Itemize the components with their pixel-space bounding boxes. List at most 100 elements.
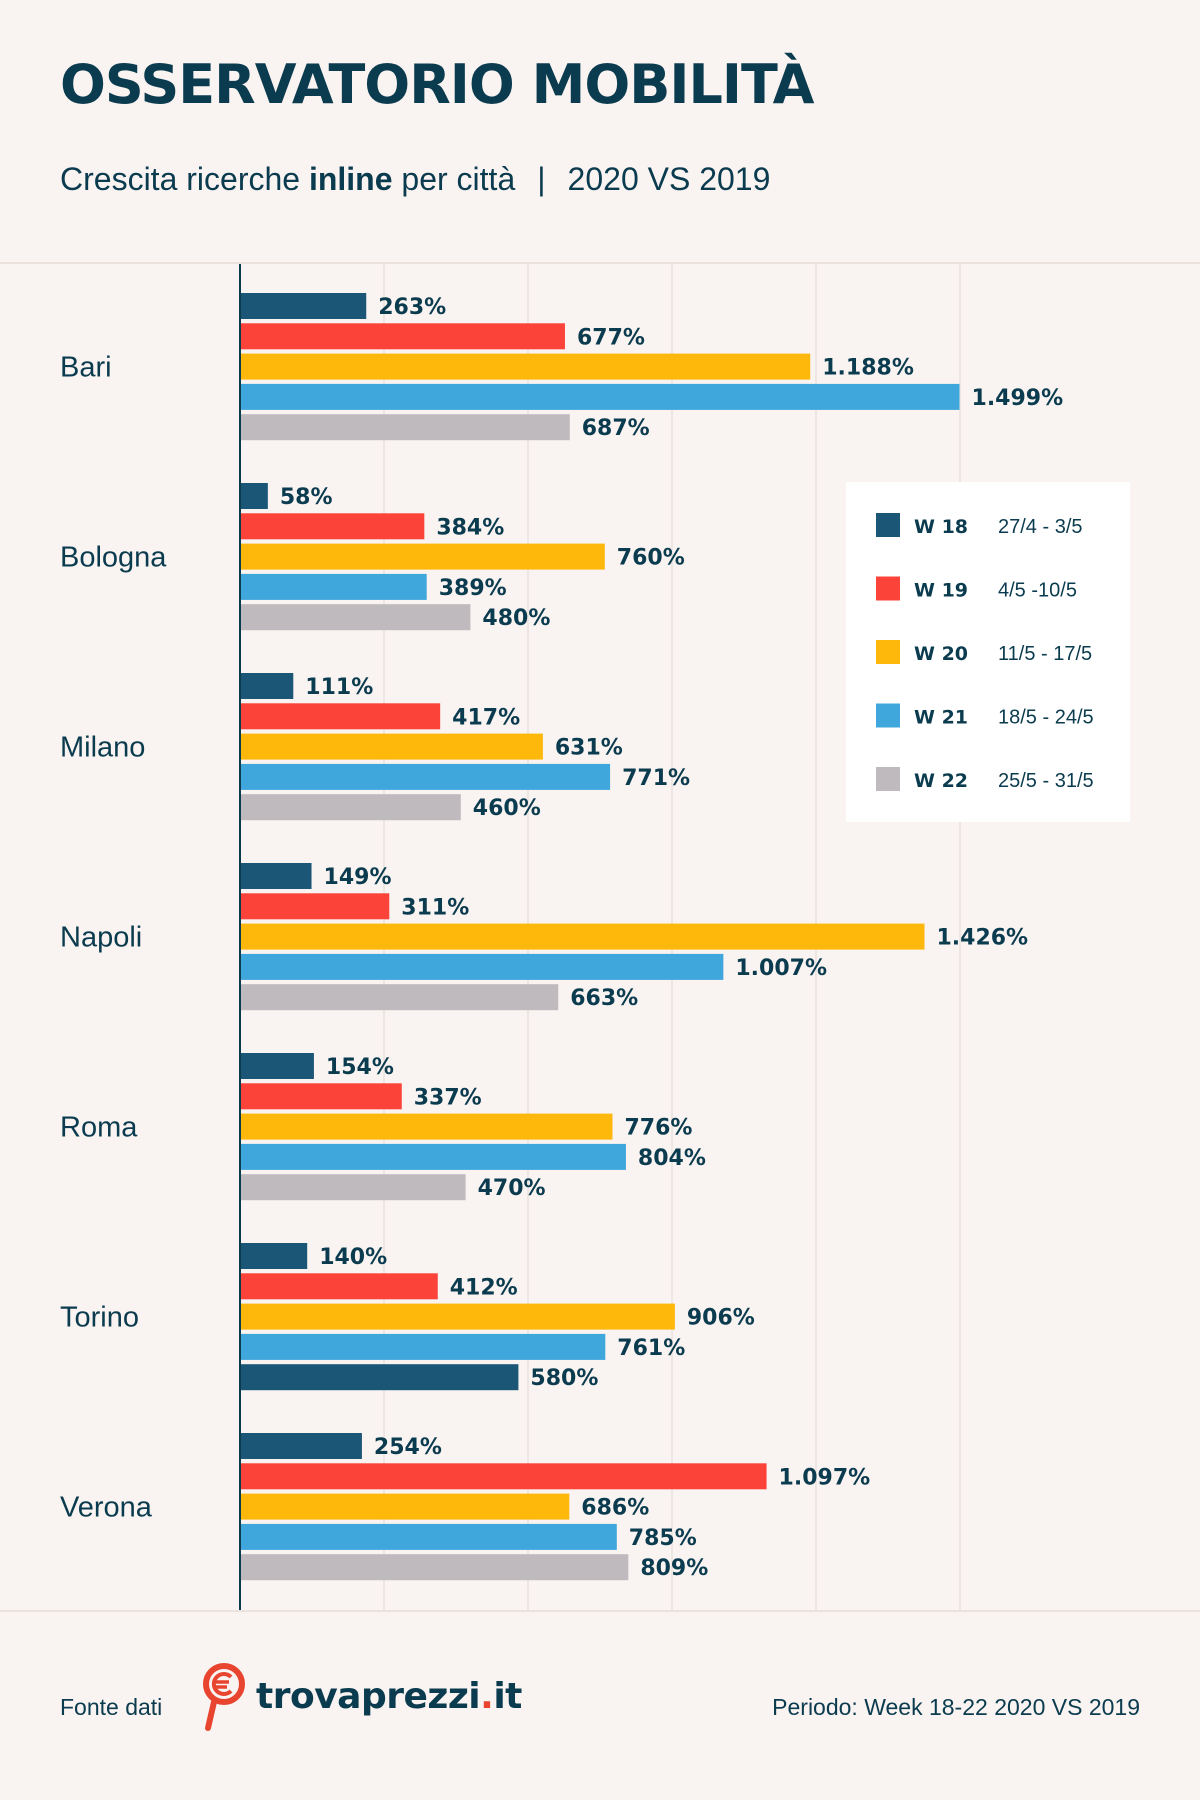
value-label-milano-w22: 460%	[473, 796, 541, 821]
subtitle-period: 2020 VS 2019	[567, 161, 771, 197]
value-label-verona-w20: 686%	[581, 1496, 649, 1521]
value-label-verona-w22: 809%	[640, 1556, 708, 1581]
legend-period-w22: 25/5 - 31/5	[998, 770, 1094, 792]
bar-bologna-w20	[240, 543, 605, 570]
bar-milano-w21	[240, 763, 611, 790]
bar-napoli-w21	[240, 953, 724, 980]
bar-napoli-w22	[240, 984, 559, 1011]
page-subtitle: Crescita ricerche inline per città | 2020 …	[60, 160, 770, 198]
legend-period-w21: 18/5 - 24/5	[998, 707, 1094, 729]
value-label-bologna-w21: 389%	[439, 576, 507, 601]
value-label-verona-w18: 254%	[374, 1435, 442, 1460]
category-label-bari: Bari	[60, 352, 112, 384]
bar-milano-w18	[240, 673, 294, 699]
bar-napoli-w20	[240, 923, 925, 950]
bar-roma-w22	[240, 1174, 466, 1201]
legend-name-w18: W 18	[914, 516, 968, 538]
value-label-roma-w18: 154%	[326, 1055, 394, 1080]
bar-bari-w19	[240, 323, 565, 350]
value-label-napoli-w20: 1.426%	[936, 926, 1028, 951]
value-label-bologna-w19: 384%	[436, 515, 504, 540]
category-label-torino: Torino	[60, 1302, 139, 1334]
legend-period-w18: 27/4 - 3/5	[998, 516, 1083, 538]
bar-verona-w21	[240, 1523, 617, 1550]
bar-bari-w20	[240, 353, 811, 380]
value-label-napoli-w22: 663%	[570, 986, 638, 1011]
category-label-roma: Roma	[60, 1112, 138, 1144]
bar-verona-w22	[240, 1554, 629, 1581]
value-label-napoli-w18: 149%	[324, 865, 392, 890]
legend-name-w20: W 20	[914, 643, 968, 665]
bar-napoli-w18	[240, 863, 312, 889]
bar-bologna-w19	[240, 513, 425, 540]
bar-roma-w18	[240, 1053, 314, 1079]
value-label-roma-w21: 804%	[638, 1146, 706, 1171]
bar-milano-w22	[240, 794, 461, 821]
legend-name-w22: W 22	[914, 770, 968, 792]
value-label-bari-w21: 1.499%	[972, 386, 1064, 411]
value-label-verona-w19: 1.097%	[779, 1465, 871, 1490]
value-label-milano-w21: 771%	[622, 766, 690, 791]
bar-torino-w19	[240, 1273, 438, 1300]
subtitle-pre: Crescita ricerche	[60, 161, 309, 197]
value-label-torino-w19: 412%	[450, 1275, 518, 1300]
top-divider	[0, 262, 1200, 264]
bar-bari-w22	[240, 414, 570, 441]
trovaprezzi-logo: trovaprezzi.it	[200, 1660, 522, 1732]
value-label-torino-w22: 580%	[530, 1366, 598, 1391]
legend-swatch-w20	[876, 640, 900, 664]
bar-verona-w19	[240, 1463, 767, 1490]
value-label-torino-w20: 906%	[687, 1306, 755, 1331]
logo-text: trovaprezzi.it	[256, 1676, 522, 1717]
bar-milano-w20	[240, 733, 543, 760]
bar-torino-w22	[240, 1364, 519, 1391]
logo-tld: it	[493, 1675, 522, 1717]
legend-swatch-w19	[876, 576, 900, 601]
value-label-torino-w21: 761%	[617, 1336, 685, 1361]
category-label-verona: Verona	[60, 1492, 153, 1524]
value-label-bari-w19: 677%	[577, 325, 645, 350]
legend-period-w20: 11/5 - 17/5	[998, 643, 1092, 665]
bar-bari-w18	[240, 293, 367, 319]
category-label-milano: Milano	[60, 732, 145, 764]
value-label-roma-w20: 776%	[624, 1116, 692, 1141]
value-label-napoli-w21: 1.007%	[735, 956, 827, 981]
bar-bologna-w21	[240, 573, 427, 600]
value-label-verona-w21: 785%	[629, 1526, 697, 1551]
value-label-milano-w19: 417%	[452, 705, 520, 730]
logo-dot: .	[480, 1675, 494, 1717]
bar-roma-w20	[240, 1113, 613, 1140]
value-label-roma-w22: 470%	[478, 1176, 546, 1201]
value-label-bologna-w18: 58%	[280, 485, 333, 510]
bar-verona-w18	[240, 1433, 362, 1459]
value-label-napoli-w19: 311%	[401, 895, 469, 920]
bar-torino-w18	[240, 1243, 308, 1269]
value-label-milano-w20: 631%	[555, 736, 623, 761]
value-label-milano-w18: 111%	[305, 675, 373, 700]
source-label: Fonte dati	[60, 1694, 163, 1720]
bar-milano-w19	[240, 703, 441, 730]
bottom-divider	[0, 1610, 1200, 1612]
bar-bologna-w18	[240, 483, 268, 509]
value-label-bari-w22: 687%	[582, 416, 650, 441]
bar-torino-w21	[240, 1333, 606, 1360]
subtitle-bold: inline	[308, 161, 393, 197]
bar-bologna-w22	[240, 604, 471, 631]
subtitle-separator: |	[537, 161, 546, 197]
legend-swatch-w22	[876, 767, 900, 791]
bar-verona-w20	[240, 1493, 570, 1520]
legend-swatch-w21	[876, 703, 900, 728]
value-label-torino-w18: 140%	[319, 1245, 387, 1270]
bar-roma-w19	[240, 1083, 402, 1110]
value-label-bologna-w20: 760%	[617, 546, 685, 571]
logo-name: trovaprezzi	[256, 1675, 481, 1717]
bar-bari-w21	[240, 383, 960, 410]
bar-torino-w20	[240, 1303, 675, 1330]
legend-name-w19: W 19	[914, 580, 968, 602]
bar-napoli-w19	[240, 893, 390, 920]
bar-roma-w21	[240, 1143, 626, 1170]
period-label: Periodo: Week 18-22 2020 VS 2019	[772, 1694, 1140, 1720]
category-label-bologna: Bologna	[60, 542, 167, 574]
subtitle-post: per città	[392, 161, 516, 197]
